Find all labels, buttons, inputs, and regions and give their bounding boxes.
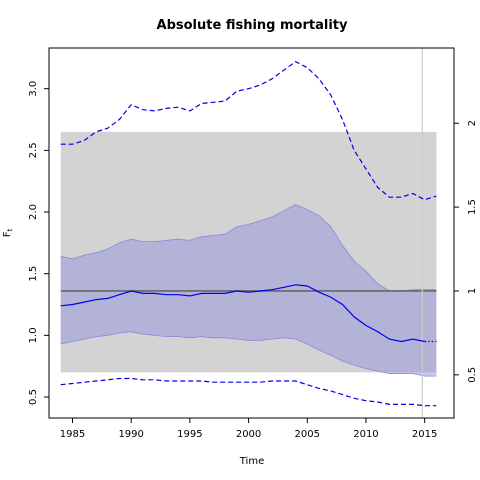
confidence-band-upper-edge-0 <box>60 204 437 292</box>
x-tick-label-1995: 1995 <box>177 429 202 440</box>
y-tick-label-3: 2.0 <box>28 204 39 220</box>
y-axis-title-subscript: t <box>6 228 14 231</box>
chart-title: Absolute fishing mortality <box>157 18 348 33</box>
x-tick-label-2005: 2005 <box>295 429 320 440</box>
series-estimate <box>60 284 425 343</box>
x-tick-label-2010: 2010 <box>353 429 378 440</box>
right-tick-label-3: 2 <box>467 120 478 126</box>
plot-frame <box>48 47 455 419</box>
y-tick-label-0: 0.5 <box>28 389 39 405</box>
series-lower-interval <box>60 377 437 407</box>
x-tick-label-1990: 1990 <box>118 429 143 440</box>
y-tick-label-5: 3.0 <box>28 81 39 97</box>
right-axis: 0.5 1 1.5 2 <box>454 120 478 383</box>
x-tick-label-2015: 2015 <box>412 429 437 440</box>
right-tick-label-1: 1 <box>467 288 478 294</box>
confidence-band-lower-edge-0 <box>60 331 437 377</box>
y-tick-label-4: 2.5 <box>28 142 39 158</box>
series-upper-interval <box>60 60 437 201</box>
plot-area <box>60 48 437 418</box>
y-axis-title-main: F <box>2 231 13 237</box>
y-tick-label-2: 1.5 <box>28 266 39 282</box>
x-tick-label-1985: 1985 <box>60 429 85 440</box>
y-axis-title: Ft <box>2 228 14 237</box>
y-tick-label-1: 1.0 <box>28 327 39 343</box>
x-tick-label-2000: 2000 <box>236 429 261 440</box>
right-tick-label-0: 0.5 <box>467 367 478 383</box>
y-axis: 0.5 1.0 1.5 2.0 2.5 3.0 <box>28 81 49 405</box>
x-axis-title: Time <box>239 456 264 467</box>
x-axis: 1985 1990 1995 2000 2005 2010 2015 <box>60 418 437 440</box>
right-tick-label-2: 1.5 <box>467 199 478 215</box>
